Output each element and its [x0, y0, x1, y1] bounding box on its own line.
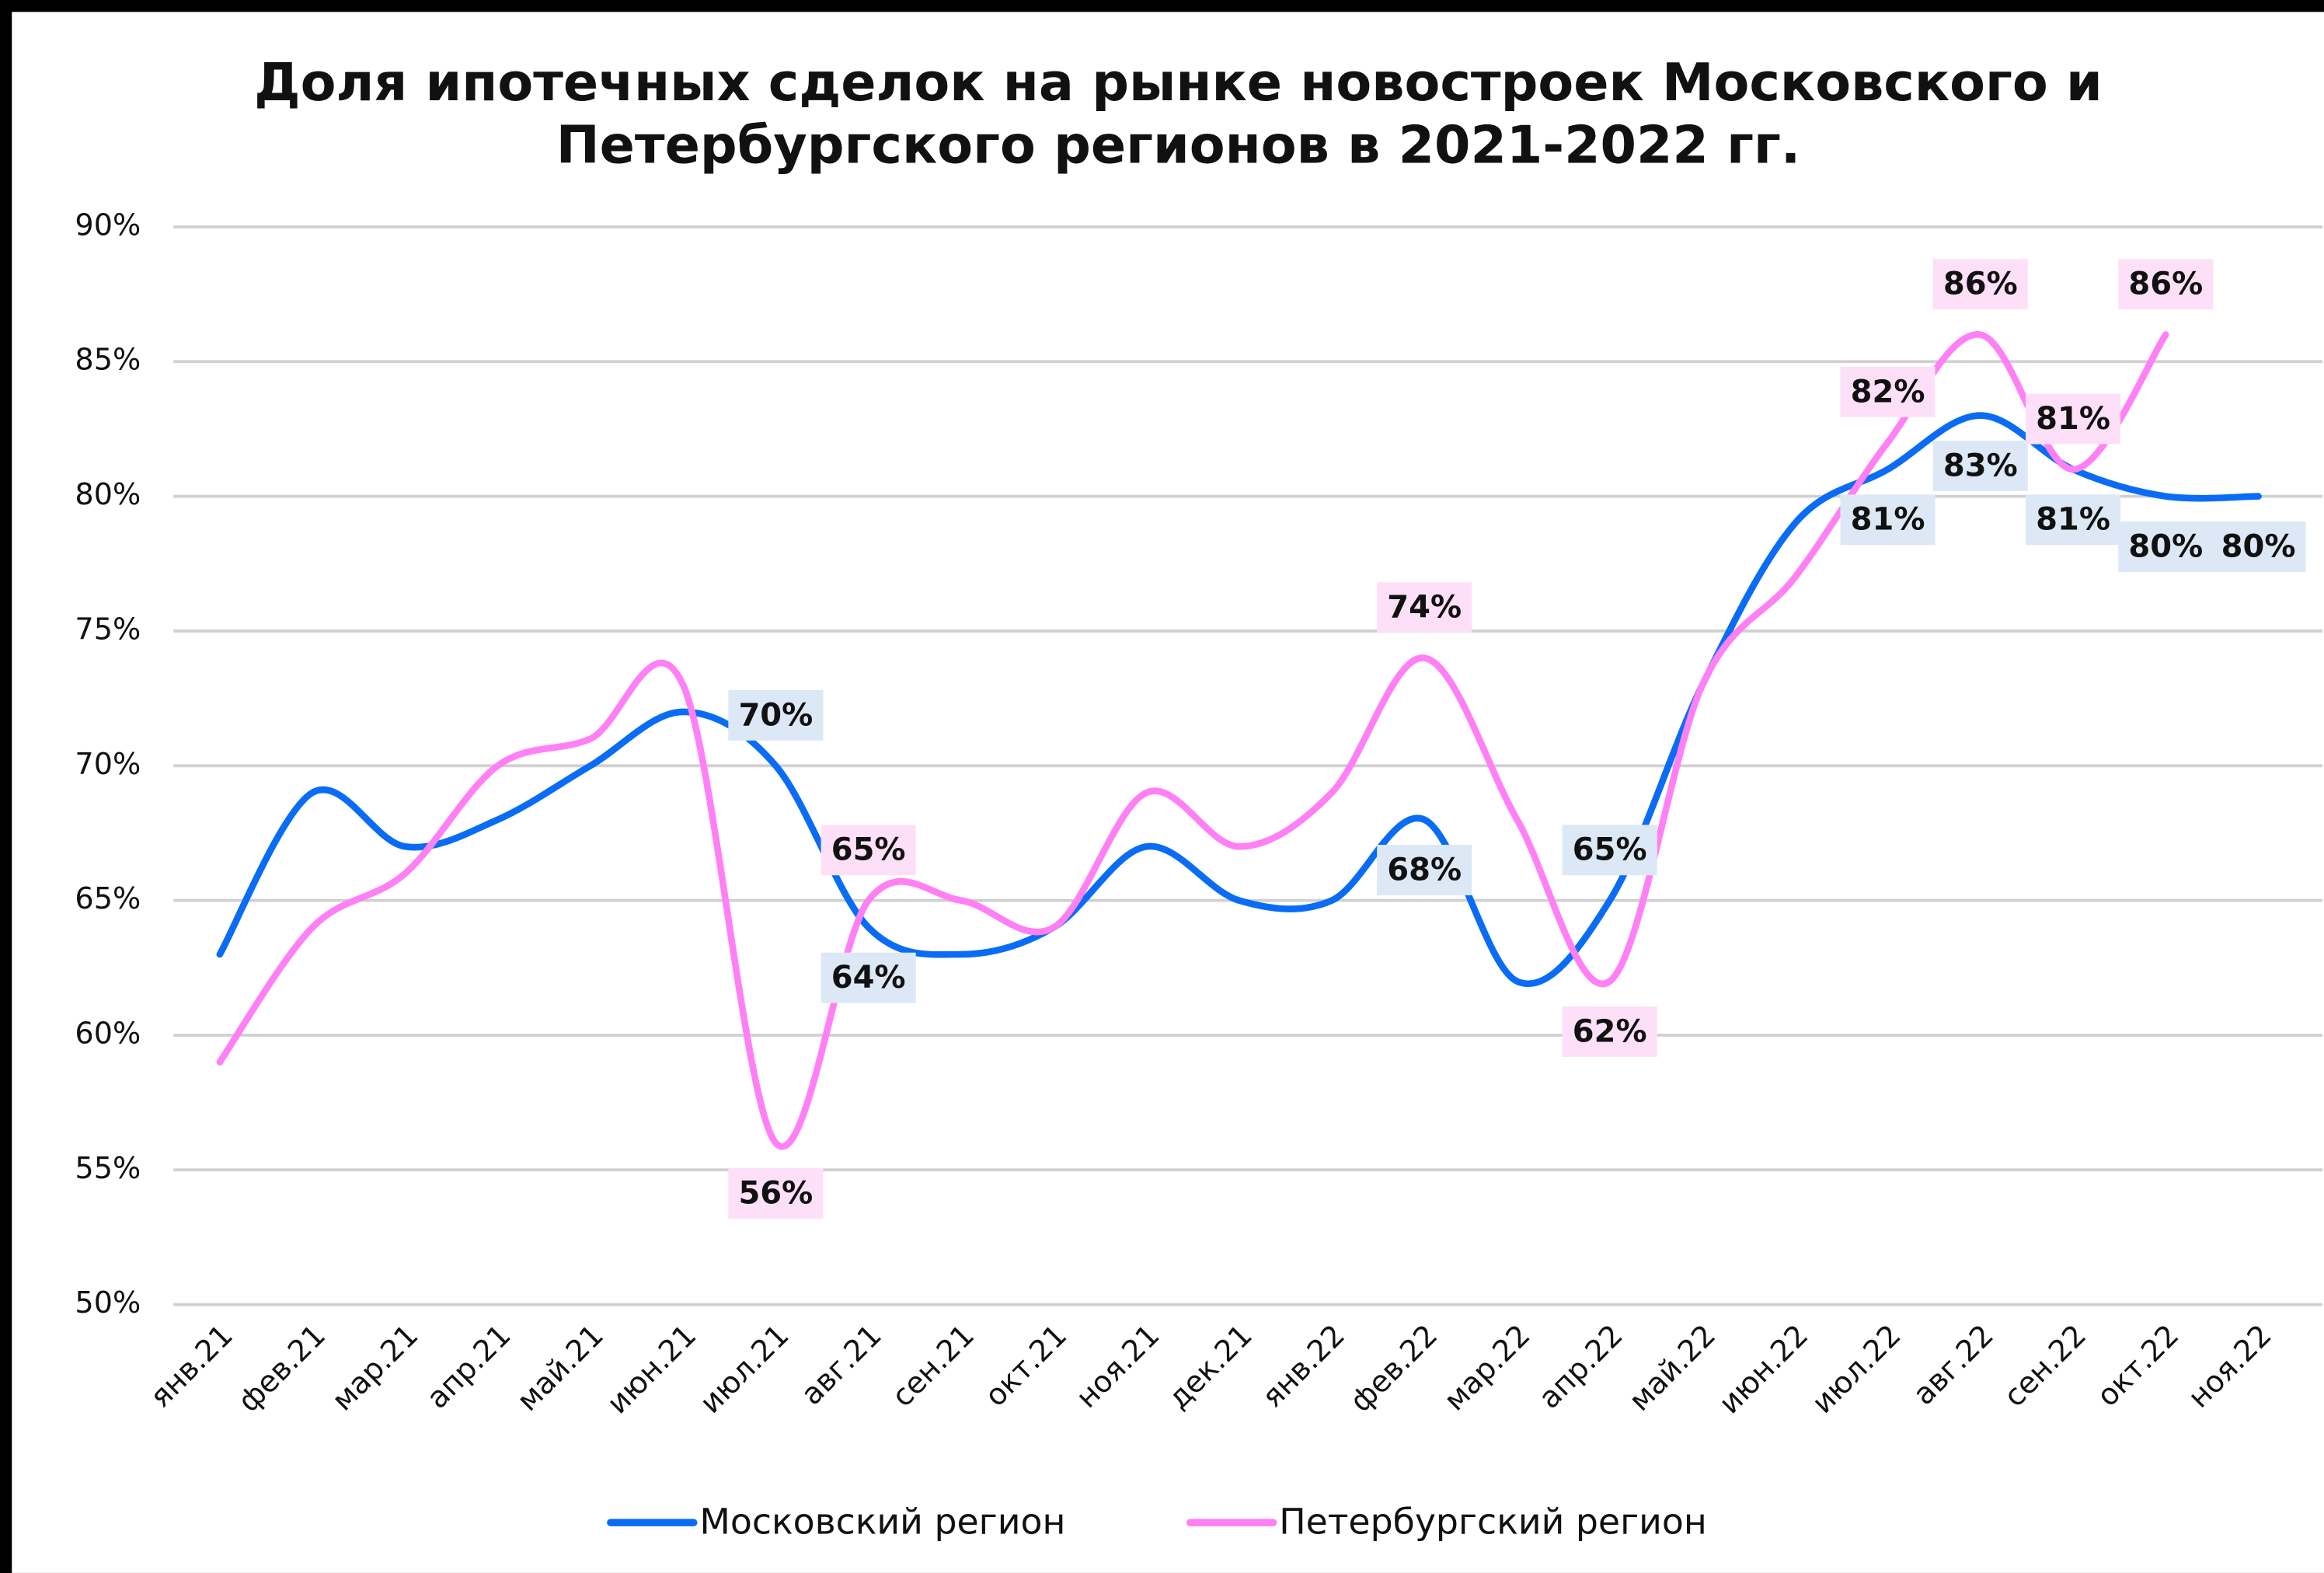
legend-label: Московский регион	[699, 1501, 1065, 1542]
data-label: 65%	[1573, 832, 1647, 868]
y-tick-label: 85%	[75, 343, 141, 377]
legend-label: Петербургский регион	[1279, 1501, 1707, 1542]
data-label: 86%	[1943, 267, 2018, 302]
data-label: 80%	[2128, 528, 2203, 564]
chart-title: Доля ипотечных сделок на рынке новострое…	[254, 52, 2103, 113]
data-label-box	[1932, 259, 2028, 310]
data-label-box	[821, 952, 916, 1003]
data-label: 65%	[831, 832, 906, 868]
data-label: 70%	[738, 697, 813, 733]
y-tick-label: 90%	[75, 208, 141, 242]
data-label: 56%	[738, 1175, 813, 1211]
data-label-box	[1377, 582, 1472, 633]
data-label-box	[1562, 1006, 1657, 1057]
data-label: 82%	[1851, 374, 1925, 410]
data-label: 86%	[2128, 267, 2203, 302]
data-label-box	[728, 690, 824, 741]
data-label-box	[2118, 521, 2214, 572]
data-label-box	[1932, 441, 2028, 491]
data-label: 68%	[1387, 852, 1462, 888]
y-tick-label: 60%	[75, 1016, 141, 1050]
data-label-box	[2118, 259, 2214, 310]
data-label: 83%	[1943, 448, 2018, 483]
data-label: 64%	[831, 960, 906, 996]
y-tick-label: 50%	[75, 1285, 141, 1320]
data-label-box	[2026, 494, 2121, 546]
y-tick-label: 55%	[75, 1151, 141, 1185]
chart-title: Петербургского регионов в 2021-2022 гг.	[556, 114, 1800, 175]
data-label: 74%	[1387, 590, 1462, 626]
data-label: 62%	[1573, 1013, 1647, 1049]
data-label-box	[1840, 366, 1936, 417]
data-label: 81%	[2036, 401, 2110, 437]
data-label: 81%	[1851, 502, 1925, 538]
data-label-box	[821, 825, 916, 876]
y-tick-label: 75%	[75, 612, 141, 646]
data-label-box	[728, 1168, 824, 1219]
data-label-box	[2211, 521, 2306, 572]
y-tick-label: 70%	[75, 747, 141, 781]
series-line	[216, 331, 2169, 1150]
data-label-box	[1562, 825, 1657, 876]
data-label-box	[2026, 393, 2121, 445]
data-label-box	[1840, 494, 1936, 546]
data-label-box	[1377, 845, 1472, 895]
y-tick-label: 80%	[75, 477, 141, 511]
data-label: 81%	[2036, 502, 2110, 538]
data-label: 80%	[2221, 528, 2296, 564]
y-tick-label: 65%	[75, 881, 141, 916]
series-line	[216, 412, 2262, 987]
